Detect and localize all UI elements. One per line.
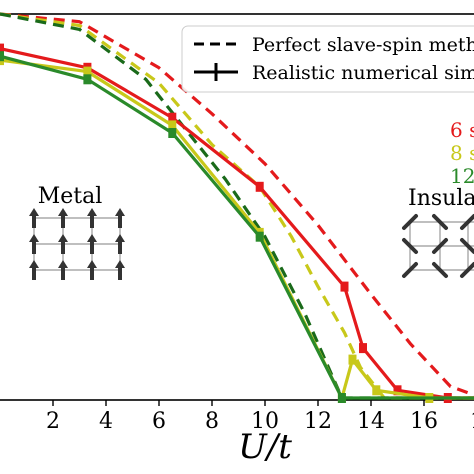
size-label-8: 8 s xyxy=(450,141,474,165)
x-tick-label: 2 xyxy=(46,409,60,434)
data-point xyxy=(83,66,92,77)
annotation-insulator: Insula xyxy=(408,186,474,211)
x-tick-label: 12 xyxy=(304,409,332,434)
x-tick-label: 16 xyxy=(410,409,438,434)
data-point xyxy=(337,393,346,403)
data-point xyxy=(340,281,349,292)
legend-label-solid: Realistic numerical simula xyxy=(252,62,474,84)
size-label-12: 12 xyxy=(450,164,474,188)
series-line-2 xyxy=(0,54,474,400)
data-point xyxy=(168,112,177,123)
data-point xyxy=(255,231,264,242)
data-point xyxy=(359,343,367,354)
plot-frame xyxy=(0,13,474,401)
data-point xyxy=(255,181,264,192)
legend-box xyxy=(181,25,474,93)
x-axis: 2 4 6 8 10 12 14 16 1 xyxy=(46,400,474,434)
size-label-6: 6 s xyxy=(450,118,474,142)
data-point xyxy=(348,354,357,365)
x-tick-label: 14 xyxy=(357,409,385,434)
data-point xyxy=(168,120,177,131)
legend-label-dashed: Perfect slave-spin method xyxy=(252,34,474,56)
series-line-0 xyxy=(0,47,474,400)
x-tick-label: 6 xyxy=(152,409,166,434)
data-point xyxy=(393,385,402,396)
series-layer xyxy=(0,12,474,403)
data-point xyxy=(168,128,177,138)
x-tick-label: 1 xyxy=(470,409,474,434)
x-axis-label: U/t xyxy=(238,427,292,467)
annotation-metal: Metal xyxy=(38,184,103,209)
data-point xyxy=(83,74,92,85)
x-tick-label: 4 xyxy=(99,409,113,434)
x-tick-label: 10 xyxy=(251,409,279,434)
data-point xyxy=(0,51,4,62)
legend: Perfect slave-spin method Realistic nume… xyxy=(181,25,474,93)
data-point xyxy=(372,385,381,396)
insulator-lattice-icon xyxy=(402,214,474,278)
metal-lattice-icon xyxy=(29,208,125,280)
data-point xyxy=(0,43,4,54)
x-tick-label: 8 xyxy=(205,409,219,434)
